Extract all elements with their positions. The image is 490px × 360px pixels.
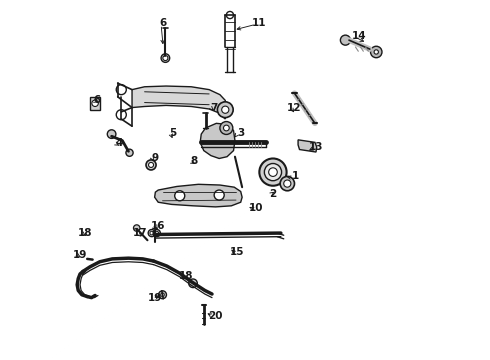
Text: 10: 10: [248, 203, 263, 213]
Circle shape: [341, 35, 350, 45]
Circle shape: [374, 50, 378, 54]
Circle shape: [133, 225, 140, 231]
Circle shape: [148, 229, 155, 237]
Text: 20: 20: [208, 311, 223, 320]
Circle shape: [146, 160, 156, 170]
Text: 3: 3: [237, 129, 245, 138]
Text: 18: 18: [178, 271, 193, 281]
Circle shape: [148, 162, 153, 167]
Circle shape: [107, 130, 116, 138]
Circle shape: [163, 55, 168, 60]
Text: 12: 12: [287, 103, 302, 113]
Polygon shape: [132, 86, 225, 119]
Circle shape: [370, 46, 382, 58]
Circle shape: [159, 291, 167, 299]
Circle shape: [161, 293, 164, 297]
Text: 11: 11: [251, 18, 266, 28]
Circle shape: [189, 279, 197, 288]
Text: 9: 9: [151, 153, 158, 163]
Circle shape: [284, 180, 291, 187]
Text: 4: 4: [115, 139, 122, 148]
Text: 19: 19: [73, 249, 87, 260]
Circle shape: [155, 231, 159, 235]
Text: 18: 18: [78, 228, 93, 238]
Circle shape: [116, 110, 126, 120]
Circle shape: [269, 168, 277, 176]
Text: 14: 14: [352, 31, 367, 41]
Bar: [90, 97, 100, 110]
Circle shape: [265, 163, 282, 181]
Text: 17: 17: [133, 228, 147, 238]
Circle shape: [126, 149, 133, 156]
Circle shape: [116, 85, 126, 95]
Text: 8: 8: [191, 156, 197, 166]
Circle shape: [220, 122, 233, 134]
Polygon shape: [155, 184, 242, 207]
Text: 19: 19: [147, 293, 162, 303]
Circle shape: [259, 158, 287, 186]
Text: 7: 7: [210, 103, 217, 113]
Text: 5: 5: [169, 128, 176, 138]
Text: 6: 6: [160, 18, 167, 28]
Text: 1: 1: [292, 171, 299, 181]
Circle shape: [214, 190, 224, 200]
Text: 15: 15: [230, 247, 245, 257]
Circle shape: [175, 191, 185, 201]
Text: 6: 6: [94, 95, 101, 105]
Circle shape: [218, 102, 233, 118]
Polygon shape: [298, 140, 317, 152]
Polygon shape: [200, 123, 235, 158]
Circle shape: [221, 106, 229, 113]
Circle shape: [280, 176, 294, 191]
Circle shape: [161, 54, 170, 62]
Circle shape: [223, 125, 229, 131]
Circle shape: [150, 231, 153, 235]
Text: 2: 2: [270, 189, 276, 199]
Text: 16: 16: [151, 221, 166, 231]
Circle shape: [92, 100, 98, 107]
Circle shape: [153, 229, 160, 237]
Text: 13: 13: [309, 142, 323, 152]
